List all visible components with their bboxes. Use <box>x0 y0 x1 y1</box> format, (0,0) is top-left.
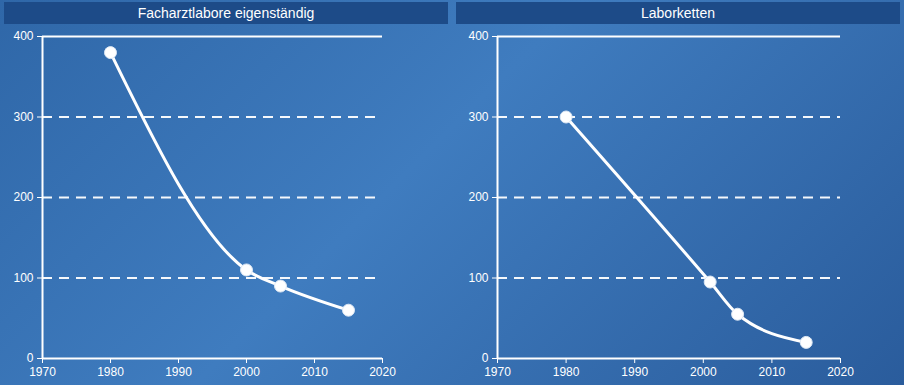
svg-text:0: 0 <box>27 351 34 365</box>
svg-text:0: 0 <box>482 351 489 365</box>
svg-text:200: 200 <box>13 190 33 204</box>
svg-text:1970: 1970 <box>484 365 511 379</box>
svg-text:2020: 2020 <box>369 365 396 379</box>
svg-text:2010: 2010 <box>301 365 328 379</box>
html-text:Facharztlabore eigenständig: Facharztlabore eigenständig <box>137 5 315 21</box>
svg-text:1980: 1980 <box>97 365 124 379</box>
svg-text:1980: 1980 <box>553 365 580 379</box>
svg-text:100: 100 <box>13 271 33 285</box>
svg-text:100: 100 <box>468 271 488 285</box>
svg-text:2020: 2020 <box>827 365 854 379</box>
svg-text:1970: 1970 <box>29 365 56 379</box>
svg-text:2000: 2000 <box>690 365 717 379</box>
html-text:Laborketten: Laborketten <box>641 5 715 21</box>
svg-text:1990: 1990 <box>165 365 192 379</box>
svg-text:1990: 1990 <box>621 365 648 379</box>
svg-text:2010: 2010 <box>759 365 786 379</box>
svg-text:300: 300 <box>468 110 488 124</box>
svg-text:300: 300 <box>13 110 33 124</box>
svg-text:400: 400 <box>13 29 33 43</box>
svg-text:200: 200 <box>468 190 488 204</box>
svg-text:400: 400 <box>468 29 488 43</box>
svg-text:2000: 2000 <box>233 365 260 379</box>
